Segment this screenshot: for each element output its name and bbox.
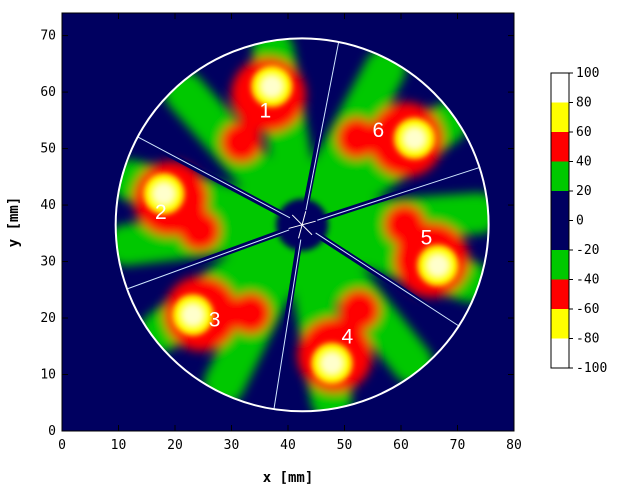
- y-axis: 0 10 20 30 40 50 60 70: [40, 29, 514, 439]
- colorbar-tick-label: -20: [576, 243, 599, 258]
- colorbar-tick-label: 20: [576, 184, 592, 199]
- cut-line: [127, 229, 290, 290]
- white-spot: [404, 128, 425, 149]
- colorbar-tick-label: -40: [576, 273, 599, 288]
- sector-label: 1: [260, 99, 272, 122]
- cut-line: [305, 41, 340, 211]
- red-lobe: [338, 289, 380, 331]
- y-tick-label: 20: [40, 311, 56, 326]
- sector-cuts: [125, 41, 481, 410]
- y-tick-label: 60: [40, 85, 56, 100]
- cut-line: [315, 232, 460, 327]
- colorbar-band: [551, 132, 569, 162]
- colorbar-tick-label: 80: [576, 96, 592, 111]
- colorbar-band: [551, 161, 569, 191]
- x-tick-label: 60: [393, 438, 409, 453]
- colorbar-band: [551, 279, 569, 309]
- white-spot: [261, 76, 283, 97]
- colorbar-band: [551, 191, 569, 250]
- cut-line: [273, 239, 302, 410]
- colorbar-tick-label: 40: [576, 155, 592, 170]
- cut-line: [138, 136, 291, 219]
- red-lobe: [179, 210, 221, 252]
- x-tick-label: 50: [337, 438, 353, 453]
- sector-label: 2: [155, 201, 167, 224]
- y-tick-label: 10: [40, 368, 56, 383]
- colorbar-band: [551, 73, 569, 103]
- sector-label: 6: [373, 119, 385, 142]
- x-tick-label: 20: [167, 438, 183, 453]
- colorbar-band: [551, 102, 569, 132]
- white-spot: [182, 304, 204, 326]
- white-spot: [321, 353, 343, 374]
- white-spot: [427, 255, 449, 276]
- disk-boundary: [114, 37, 490, 413]
- x-axis: 0 10 20 30 40 50 60 70 80: [58, 13, 522, 453]
- red-lobe: [336, 117, 378, 159]
- red-lobe: [229, 292, 271, 334]
- center-marker: [288, 211, 316, 239]
- colorbar-tick-label: -80: [576, 332, 599, 347]
- colorbar-band: [551, 338, 569, 368]
- white-spot: [153, 183, 175, 205]
- hot-spots: [143, 65, 459, 384]
- x-axis-label: x [mm]: [263, 470, 314, 486]
- sector-label: 5: [421, 226, 433, 249]
- x-tick-label: 10: [111, 438, 127, 453]
- colorbar-tick-label: 60: [576, 125, 592, 140]
- y-tick-label: 40: [40, 198, 56, 213]
- center-marker-stroke: [291, 214, 313, 236]
- x-tick-label: 0: [58, 438, 66, 453]
- colorbar-tick-label: -60: [576, 302, 599, 317]
- y-tick-label: 30: [40, 255, 56, 270]
- red-lobe: [384, 204, 426, 246]
- sector-labels: 1 2 3 4 5 6: [155, 99, 432, 348]
- y-tick-label: 70: [40, 29, 56, 44]
- y-tick-label: 50: [40, 142, 56, 157]
- x-tick-label: 30: [224, 438, 240, 453]
- x-tick-label: 40: [280, 438, 296, 453]
- colorbar-band: [551, 309, 569, 339]
- x-tick-label: 80: [506, 438, 522, 453]
- colorbar-tick-label: 0: [576, 214, 584, 229]
- colorbar-tick-label: -100: [576, 361, 607, 376]
- x-tick-label: 70: [450, 438, 466, 453]
- colorbar-tick-label: 100: [576, 66, 599, 81]
- red-lobe: [220, 121, 262, 163]
- sector-label: 3: [209, 308, 221, 331]
- sector-label: 4: [341, 325, 353, 348]
- cut-gap: [269, 239, 303, 410]
- cut-gap: [313, 230, 461, 329]
- colorbar: 100 80 60 40 20 0 -20 -40 -60 -80 -100: [550, 66, 607, 376]
- cut-line: [317, 166, 481, 221]
- colorbar-band: [551, 250, 569, 280]
- cut-gap: [302, 41, 341, 211]
- y-tick-label: 0: [48, 424, 56, 439]
- y-axis-label: y [mm]: [6, 197, 22, 248]
